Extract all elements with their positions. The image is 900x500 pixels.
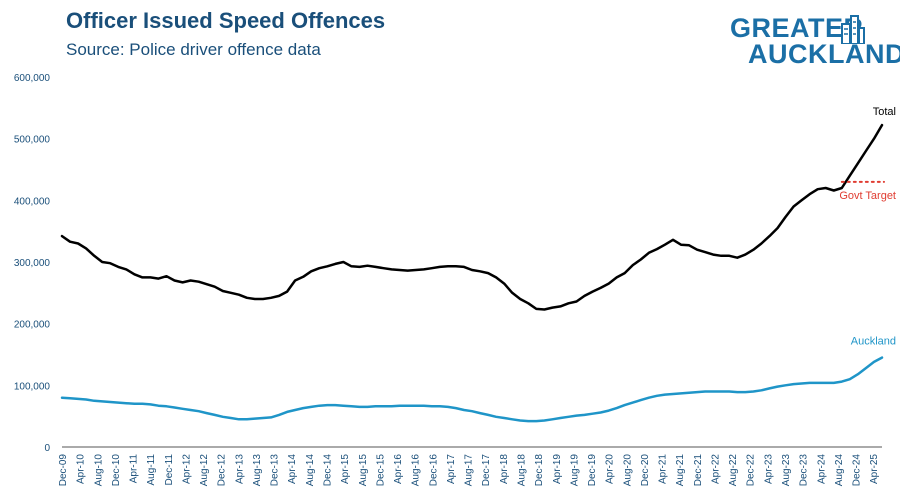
- x-tick-label: Aug-12: [199, 454, 210, 487]
- x-tick-label: Apr-10: [76, 454, 87, 484]
- x-tick-label: Dec-20: [640, 454, 651, 487]
- x-tick-label: Aug-24: [834, 454, 845, 487]
- auckland-series-label: Auckland: [851, 336, 896, 348]
- y-tick-label: 500,000: [14, 135, 51, 146]
- y-tick-label: 300,000: [14, 258, 51, 269]
- x-tick-label: Apr-13: [234, 454, 245, 484]
- x-tick-label: Dec-09: [58, 454, 69, 487]
- greater-auckland-logo: GREATER AUCKLAND: [730, 13, 900, 68]
- x-tick-label: Dec-10: [111, 454, 122, 487]
- x-tick-label: Aug-22: [728, 454, 739, 487]
- y-tick-label: 400,000: [14, 196, 51, 207]
- x-tick-label: Apr-20: [605, 454, 616, 484]
- y-tick-label: 200,000: [14, 320, 51, 331]
- x-tick-label: Apr-24: [816, 454, 827, 484]
- x-tick-label: Aug-21: [675, 454, 686, 487]
- x-tick-label: Aug-19: [569, 454, 580, 487]
- x-tick-label: Apr-15: [340, 454, 351, 484]
- x-tick-label: Apr-25: [869, 454, 880, 484]
- x-tick-label: Apr-16: [393, 454, 404, 484]
- x-tick-label: Dec-21: [693, 454, 704, 487]
- city-skyline-icon: [841, 15, 865, 44]
- govt-target-label: Govt Target: [839, 190, 896, 202]
- x-tick-label: Dec-23: [799, 454, 810, 487]
- x-tick-label: Aug-23: [781, 454, 792, 487]
- x-tick-label: Dec-19: [587, 454, 598, 487]
- x-tick-label: Dec-22: [746, 454, 757, 487]
- x-tick-label: Apr-23: [763, 454, 774, 484]
- x-tick-label: Dec-14: [323, 454, 334, 487]
- x-tick-label: Apr-12: [181, 454, 192, 484]
- x-tick-label: Aug-20: [622, 454, 633, 487]
- x-tick-label: Dec-13: [270, 454, 281, 487]
- x-tick-label: Aug-15: [358, 454, 369, 487]
- y-tick-label: 0: [44, 443, 50, 454]
- logo-text-line2: AUCKLAND: [748, 39, 900, 69]
- x-tick-label: Dec-15: [375, 454, 386, 487]
- total-series-line: [60, 123, 884, 311]
- page-title: Officer Issued Speed Offences: [66, 8, 386, 33]
- x-tick-label: Dec-18: [534, 454, 545, 487]
- x-tick-label: Apr-22: [710, 454, 721, 484]
- x-tick-label: Aug-18: [516, 454, 527, 487]
- auckland-series-line: [60, 356, 884, 423]
- page-subtitle: Source: Police driver offence data: [66, 40, 321, 59]
- x-tick-label: Aug-16: [411, 454, 422, 487]
- x-tick-label: Aug-13: [252, 454, 263, 487]
- x-tick-label: Aug-14: [305, 454, 316, 487]
- logo-text-line1: GREATER: [730, 13, 864, 43]
- y-tick-label: 100,000: [14, 381, 51, 392]
- x-tick-label: Apr-17: [446, 454, 457, 484]
- x-tick-label: Aug-10: [93, 454, 104, 487]
- x-tick-label: Dec-12: [217, 454, 228, 487]
- x-tick-label: Apr-19: [552, 454, 563, 484]
- x-tick-label: Dec-16: [428, 454, 439, 487]
- x-tick-label: Apr-21: [658, 454, 669, 484]
- x-tick-label: Dec-11: [164, 454, 175, 486]
- x-tick-label: Apr-11: [129, 454, 140, 484]
- x-tick-label: Dec-24: [852, 454, 863, 487]
- y-tick-label: 600,000: [14, 73, 51, 84]
- x-tick-label: Dec-17: [481, 454, 492, 487]
- x-tick-label: Apr-14: [287, 454, 298, 484]
- x-tick-label: Apr-18: [499, 454, 510, 484]
- total-series-label: Total: [873, 106, 896, 118]
- x-tick-label: Aug-17: [464, 454, 475, 487]
- x-tick-label: Aug-11: [146, 454, 157, 486]
